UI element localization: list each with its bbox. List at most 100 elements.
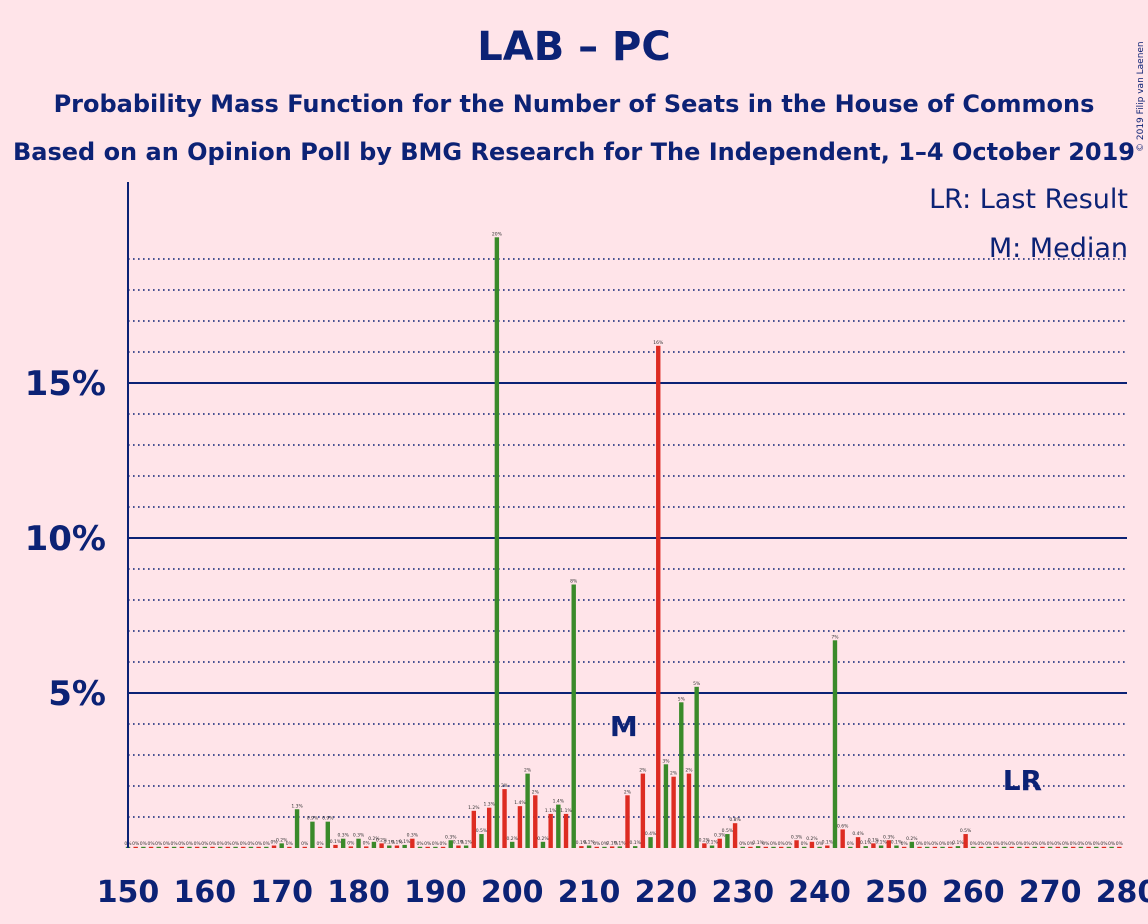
bar-seat-226 xyxy=(709,845,715,848)
bar-seat-170 xyxy=(279,843,284,848)
x-tick-label: 200 xyxy=(481,875,544,910)
bar-label-seat-161: 0% xyxy=(209,841,217,847)
x-tick-label: 230 xyxy=(711,875,774,910)
bar-label-seat-154: 0% xyxy=(155,841,163,847)
bar-seat-267 xyxy=(1024,846,1030,848)
bar-seat-185 xyxy=(394,845,400,848)
bar-label-seat-177: 0.1% xyxy=(330,839,342,845)
bar-label-seat-197: 1.3% xyxy=(483,802,495,808)
bar-seat-221 xyxy=(671,776,676,848)
bar-seat-268 xyxy=(1032,846,1037,848)
bar-label-seat-165: 0% xyxy=(240,841,248,847)
bar-seat-240 xyxy=(817,846,822,848)
bar-label-seat-204: 0.2% xyxy=(537,836,549,842)
bar-seat-249 xyxy=(886,840,891,848)
bar-label-seat-152: 0% xyxy=(140,841,148,847)
bar-seat-208 xyxy=(571,584,576,848)
bar-seat-156 xyxy=(171,846,177,848)
bar-seat-252 xyxy=(909,841,915,848)
bar-seat-186 xyxy=(402,844,407,848)
bar-seat-171 xyxy=(287,846,292,848)
x-tick-label: 170 xyxy=(250,875,313,910)
bar-seat-177 xyxy=(333,844,338,848)
bar-seat-213 xyxy=(609,846,615,848)
bar-seat-166 xyxy=(248,846,254,848)
bar-label-seat-164: 0% xyxy=(232,841,240,847)
legend-median: M: Median xyxy=(989,233,1128,264)
bar-seat-157 xyxy=(179,846,184,848)
bar-label-seat-200: 0.2% xyxy=(507,836,519,842)
bar-seat-264 xyxy=(1001,846,1007,848)
x-tick-label: 280 xyxy=(1096,875,1148,910)
y-tick-label: 15% xyxy=(25,364,106,404)
bar-seat-261 xyxy=(978,846,984,848)
bar-label-seat-231: 0% xyxy=(747,841,755,847)
bar-seat-203 xyxy=(533,795,538,848)
bar-value-labels: 0% 0% 0% 0% 0% 0% 0% 0% 0% 0% 0% 0% 0% 0% 0% 0% 0% 0% 0% 0%… xyxy=(124,231,1123,847)
bar-label-seat-155: 0% xyxy=(163,841,171,847)
bar-label-seat-257: 0% xyxy=(947,841,955,847)
bar-label-seat-244: 0% xyxy=(847,841,855,847)
bar-label-seat-176: 0.9% xyxy=(322,816,334,822)
bar-seat-194 xyxy=(463,845,469,848)
bar-label-seat-189: 0% xyxy=(424,841,432,847)
bar-label-seat-171: 0% xyxy=(286,841,294,847)
bar-label-seat-203: 2% xyxy=(532,789,540,795)
chart-subtitle-2: Based on an Opinion Poll by BMG Research… xyxy=(12,138,1136,166)
bar-label-seat-205: 1.1% xyxy=(545,808,557,814)
bar-label-seat-196: 0.5% xyxy=(476,828,488,834)
x-tick-labels: 150 160 170 180 190 200 210 220 230 240 250 260 270 2… xyxy=(97,875,1148,910)
bar-seat-242 xyxy=(832,640,838,848)
bar-seat-192 xyxy=(448,840,453,848)
bar-label-seat-263: 0% xyxy=(993,841,1001,847)
bar-label-seat-181: 0% xyxy=(363,840,371,846)
bar-seat-189 xyxy=(425,846,430,848)
bar-label-seat-199: 2% xyxy=(501,783,509,789)
bar-seat-275 xyxy=(1086,846,1091,848)
bar-label-seat-225: 0.2% xyxy=(699,837,711,843)
bar-seat-218 xyxy=(648,837,653,848)
bar-seat-201 xyxy=(517,806,523,848)
bar-seat-165 xyxy=(241,846,246,848)
bar-label-seat-163: 0% xyxy=(224,841,232,847)
bar-label-seat-178: 0.3% xyxy=(337,833,349,839)
last-result-marker: LR xyxy=(1003,764,1042,797)
bar-seat-266 xyxy=(1017,846,1022,848)
bar-label-seat-209: 0.1% xyxy=(576,840,588,846)
bar-seat-206 xyxy=(556,804,561,848)
bar-label-seat-157: 0% xyxy=(178,841,186,847)
bar-seat-184 xyxy=(387,845,392,848)
bar-seat-164 xyxy=(233,846,238,848)
bar-label-seat-232: 0.1% xyxy=(752,840,764,846)
bar-label-seat-156: 0% xyxy=(171,841,179,847)
bar-label-seat-264: 0% xyxy=(1000,841,1008,847)
bar-seat-167 xyxy=(256,846,261,848)
bar-label-seat-261: 0% xyxy=(977,841,985,847)
bar-seat-212 xyxy=(602,846,607,848)
bar-seat-209 xyxy=(579,846,584,848)
bar-label-seat-245: 0.4% xyxy=(852,831,864,837)
bar-seat-265 xyxy=(1009,846,1014,848)
bar-seat-256 xyxy=(940,846,945,848)
bar-label-seat-260: 0% xyxy=(970,841,978,847)
bar-seat-230 xyxy=(740,846,745,848)
bar-seat-217 xyxy=(640,773,646,848)
bar-seat-202 xyxy=(525,773,530,848)
bar-label-seat-187: 0.3% xyxy=(407,833,419,839)
bar-label-seat-168: 0% xyxy=(263,841,271,847)
bar-seat-244 xyxy=(848,846,853,848)
bar-seat-173 xyxy=(302,846,307,848)
bar-seat-210 xyxy=(586,845,592,848)
bar-label-seat-185: 0.1% xyxy=(391,840,403,846)
bar-label-seat-150: 0% xyxy=(124,841,132,847)
bar-label-seat-249: 0.3% xyxy=(883,834,895,840)
bar-label-seat-275: 0% xyxy=(1085,841,1093,847)
bar-seat-234 xyxy=(771,846,776,848)
bar-seat-232 xyxy=(755,846,761,848)
bar-label-seat-278: 0% xyxy=(1108,841,1116,847)
bar-label-seat-259: 0.5% xyxy=(960,828,972,834)
bar-label-seat-212: 0% xyxy=(601,841,609,847)
bar-label-seat-243: 0.6% xyxy=(837,823,849,829)
bar-seat-153 xyxy=(148,846,154,848)
bar-label-seat-223: 2% xyxy=(685,768,693,774)
